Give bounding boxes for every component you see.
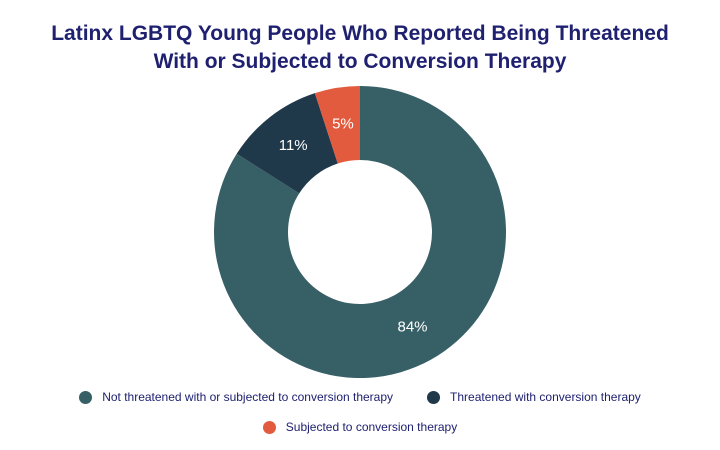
chart-title: Latinx LGBTQ Young People Who Reported B… (51, 22, 669, 73)
value-label: 84% (397, 318, 427, 335)
legend-item: Subjected to conversion therapy (262, 420, 458, 434)
legend-swatch (262, 420, 276, 434)
legend-label: Subjected to conversion therapy (285, 420, 458, 434)
legend-item: Not threatened with or subjected to conv… (79, 390, 393, 404)
legend-label: Not threatened with or subjected to conv… (102, 390, 394, 404)
legend-item: Threatened with conversion therapy (427, 390, 641, 404)
legend-swatch (427, 390, 441, 404)
slice (314, 86, 360, 164)
legend-swatch (79, 390, 93, 404)
slice (213, 86, 506, 378)
value-label: 11% (279, 137, 308, 154)
legend-label: Threatened with conversion therapy (450, 390, 641, 404)
legend: Not threatened with or subjected to conv… (40, 390, 680, 434)
slice (236, 93, 338, 194)
value-label: 5% (332, 115, 354, 132)
